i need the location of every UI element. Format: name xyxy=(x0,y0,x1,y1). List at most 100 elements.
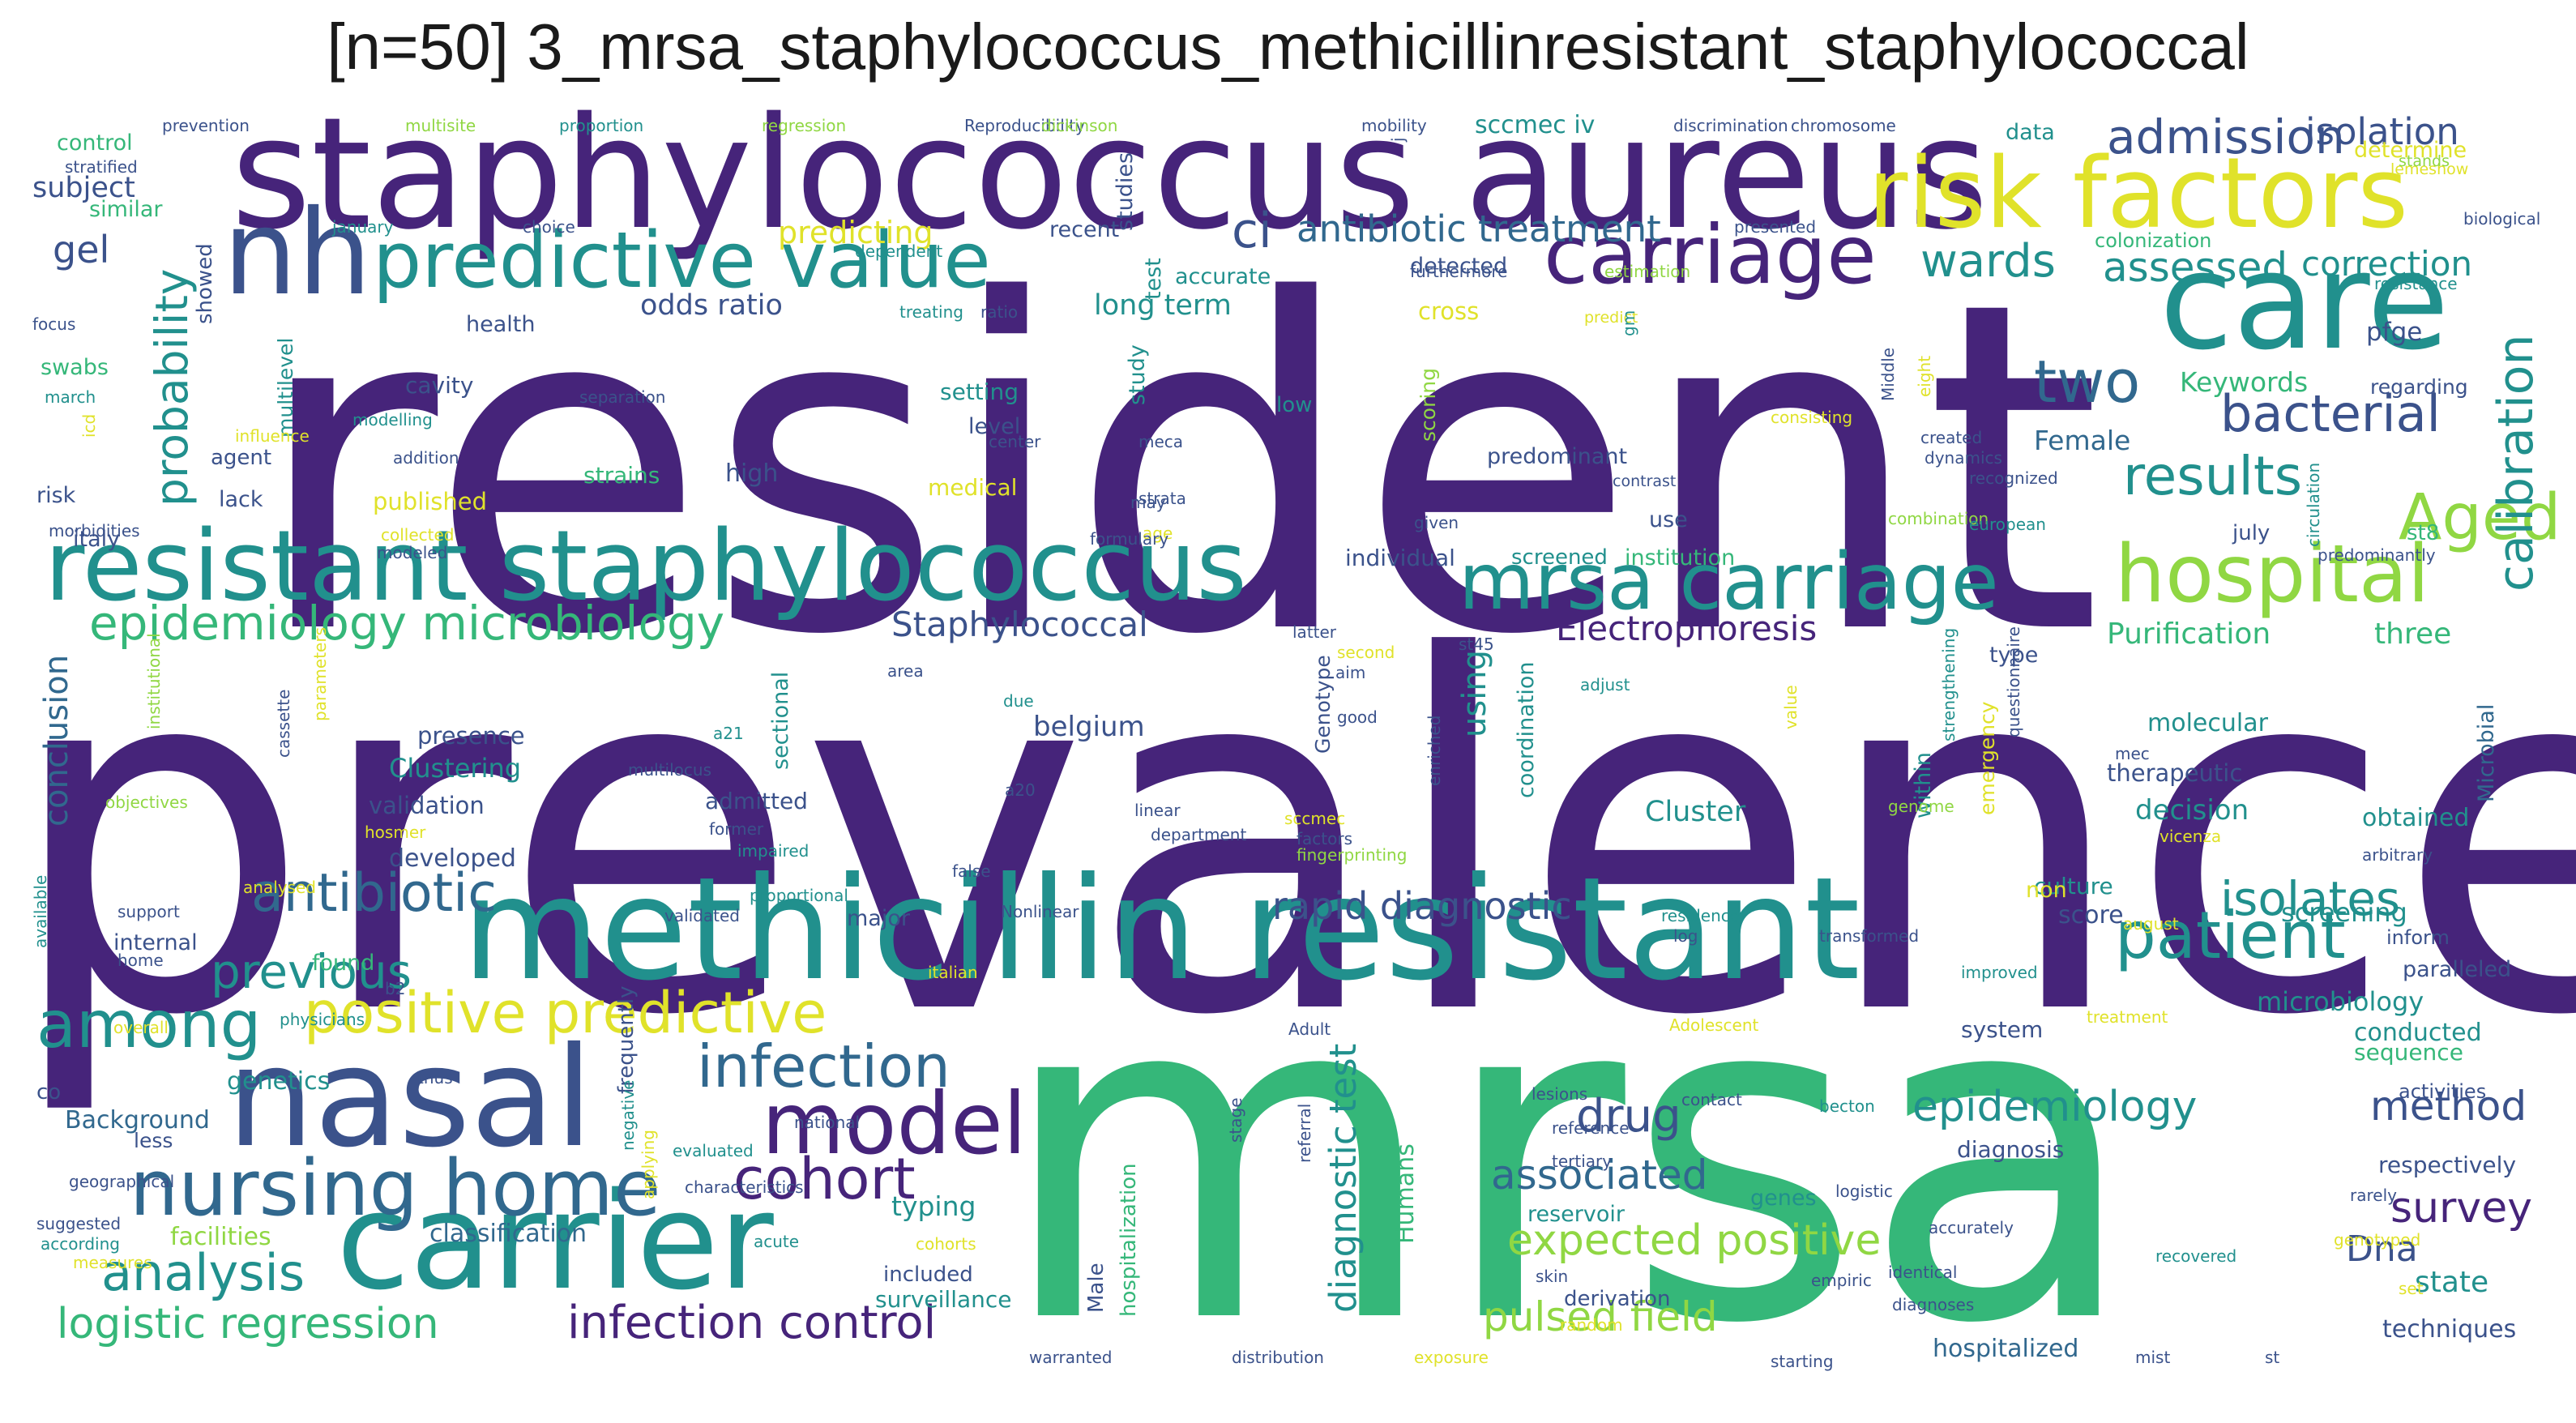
cloud-word: regression xyxy=(762,116,847,135)
cloud-word: referral xyxy=(1295,1103,1314,1163)
cloud-word: scoring xyxy=(1416,367,1440,442)
cloud-word: hospitalized xyxy=(1933,1335,2079,1363)
cloud-word: odds ratio xyxy=(640,289,783,322)
cloud-word: institutional xyxy=(144,633,164,729)
cloud-word: epidemiology microbiology xyxy=(89,596,725,651)
cloud-word: transformed xyxy=(1819,926,1920,946)
cloud-word: circulation xyxy=(2304,462,2323,547)
cloud-word: Adolescent xyxy=(1669,1015,1759,1035)
cloud-word: hosmer xyxy=(365,823,426,842)
cloud-word: analysed xyxy=(243,878,316,897)
cloud-word: nursing home xyxy=(130,1144,661,1233)
cloud-word: treatment xyxy=(2087,1007,2168,1027)
cloud-word: separation xyxy=(579,387,666,407)
cloud-word: using xyxy=(1456,649,1493,737)
cloud-word: genetics xyxy=(227,1067,331,1096)
cloud-word: exposure xyxy=(1414,1348,1489,1367)
cloud-word: rarely xyxy=(2350,1186,2397,1205)
cloud-word: reservoir xyxy=(1527,1202,1625,1227)
cloud-word: respectively xyxy=(2378,1152,2517,1178)
cloud-word: negative xyxy=(618,1079,638,1151)
cloud-word: genotyped xyxy=(2334,1230,2421,1250)
cloud-word: july xyxy=(2232,521,2271,545)
cloud-word: st xyxy=(2265,1348,2280,1367)
cloud-word: regarding xyxy=(2370,375,2468,399)
cloud-word: among xyxy=(36,987,262,1062)
cloud-word: risk factors xyxy=(1868,138,2408,250)
cloud-word: questionnaire xyxy=(2004,626,2023,737)
cloud-word: microbiology xyxy=(2257,986,2424,1017)
cloud-word: less xyxy=(134,1129,173,1152)
cloud-word: correction xyxy=(2301,244,2473,284)
cloud-word: Electrophoresis xyxy=(1556,609,1818,648)
cloud-word: contrast xyxy=(1613,472,1677,490)
cloud-word: estimation xyxy=(1604,262,1691,281)
cloud-word: internal xyxy=(113,930,198,955)
cloud-word: contact xyxy=(1681,1090,1742,1109)
cloud-word: bacterial xyxy=(2220,384,2441,443)
cloud-word: published xyxy=(373,488,488,515)
cloud-word: empiric xyxy=(1811,1271,1872,1290)
cloud-word: area xyxy=(887,661,924,681)
cloud-word: co xyxy=(36,1080,62,1105)
cloud-word: parameters xyxy=(310,626,330,721)
cloud-word: mist xyxy=(2135,1348,2171,1367)
cloud-word: showed xyxy=(193,243,217,324)
cloud-word: methicillin resistant xyxy=(462,848,1860,1012)
cloud-word: diagnoses xyxy=(1892,1295,1975,1314)
cloud-word: dynamics xyxy=(1925,448,2002,468)
cloud-word: combination xyxy=(1888,509,1989,528)
cloud-word: derivation xyxy=(1564,1287,1671,1311)
cloud-word: recent xyxy=(1049,217,1120,242)
cloud-word: european xyxy=(1969,515,2046,534)
cloud-word: given xyxy=(1414,513,1459,532)
cloud-word: proportional xyxy=(750,886,848,905)
cloud-word: accurately xyxy=(1929,1218,2014,1237)
cloud-word: residence xyxy=(1661,906,1741,925)
cloud-word: isolates xyxy=(2220,871,2401,926)
cloud-word: prevention xyxy=(162,116,250,135)
cloud-word: Middle xyxy=(1878,347,1898,401)
cloud-word: Cluster xyxy=(1645,796,1746,828)
cloud-word: nh xyxy=(223,185,372,322)
cloud-word: identical xyxy=(1888,1263,1958,1282)
cloud-word: formulary xyxy=(1090,529,1169,549)
cloud-word: good xyxy=(1337,707,1378,727)
cloud-word: j xyxy=(1388,137,1408,142)
cloud-word: carriage xyxy=(1544,207,1877,302)
cloud-word: risk xyxy=(36,483,76,508)
cloud-word: genome xyxy=(1888,797,1954,816)
cloud-word: thus xyxy=(417,1068,453,1088)
cloud-word: arbitrary xyxy=(2362,845,2433,865)
cloud-word: b2 xyxy=(385,979,406,998)
cloud-word: Aged xyxy=(2399,481,2561,554)
cloud-word: impaired xyxy=(737,841,810,861)
cloud-word: rapid diagnostic xyxy=(1272,884,1572,928)
cloud-word: major xyxy=(847,906,910,931)
cloud-word: Nonlinear xyxy=(1001,902,1079,921)
cloud-word: Clustering xyxy=(389,753,522,784)
cloud-word: starting xyxy=(1771,1352,1834,1371)
cloud-word: validation xyxy=(369,792,485,819)
cloud-word: discrimination xyxy=(1673,116,1788,135)
cloud-word: suggested xyxy=(36,1214,122,1233)
cloud-word: accurate xyxy=(1175,264,1271,289)
cloud-word: adjust xyxy=(1580,675,1630,694)
cloud-word: characteristics xyxy=(685,1177,804,1197)
cloud-word: two xyxy=(2034,348,2141,416)
cloud-word: antibiotic treatment xyxy=(1297,207,1661,250)
cloud-word: warranted xyxy=(1029,1348,1113,1367)
cloud-word: becton xyxy=(1819,1096,1875,1116)
cloud-word: control xyxy=(57,130,133,156)
cloud-word: classification xyxy=(429,1220,587,1248)
cloud-word: predictive value xyxy=(373,216,991,306)
cloud-word: pulsed field xyxy=(1483,1293,1718,1340)
cloud-word: dependent xyxy=(855,241,943,261)
cloud-word: diagnosis xyxy=(1957,1136,2065,1163)
cloud-word: according xyxy=(41,1234,120,1254)
cloud-word: mrsa carriage xyxy=(1459,536,1999,627)
cloud-word: predict xyxy=(1584,309,1638,327)
cloud-word: value xyxy=(1781,685,1801,729)
cloud-word: nasal xyxy=(227,1018,593,1178)
cloud-word: conclusion xyxy=(38,654,75,827)
